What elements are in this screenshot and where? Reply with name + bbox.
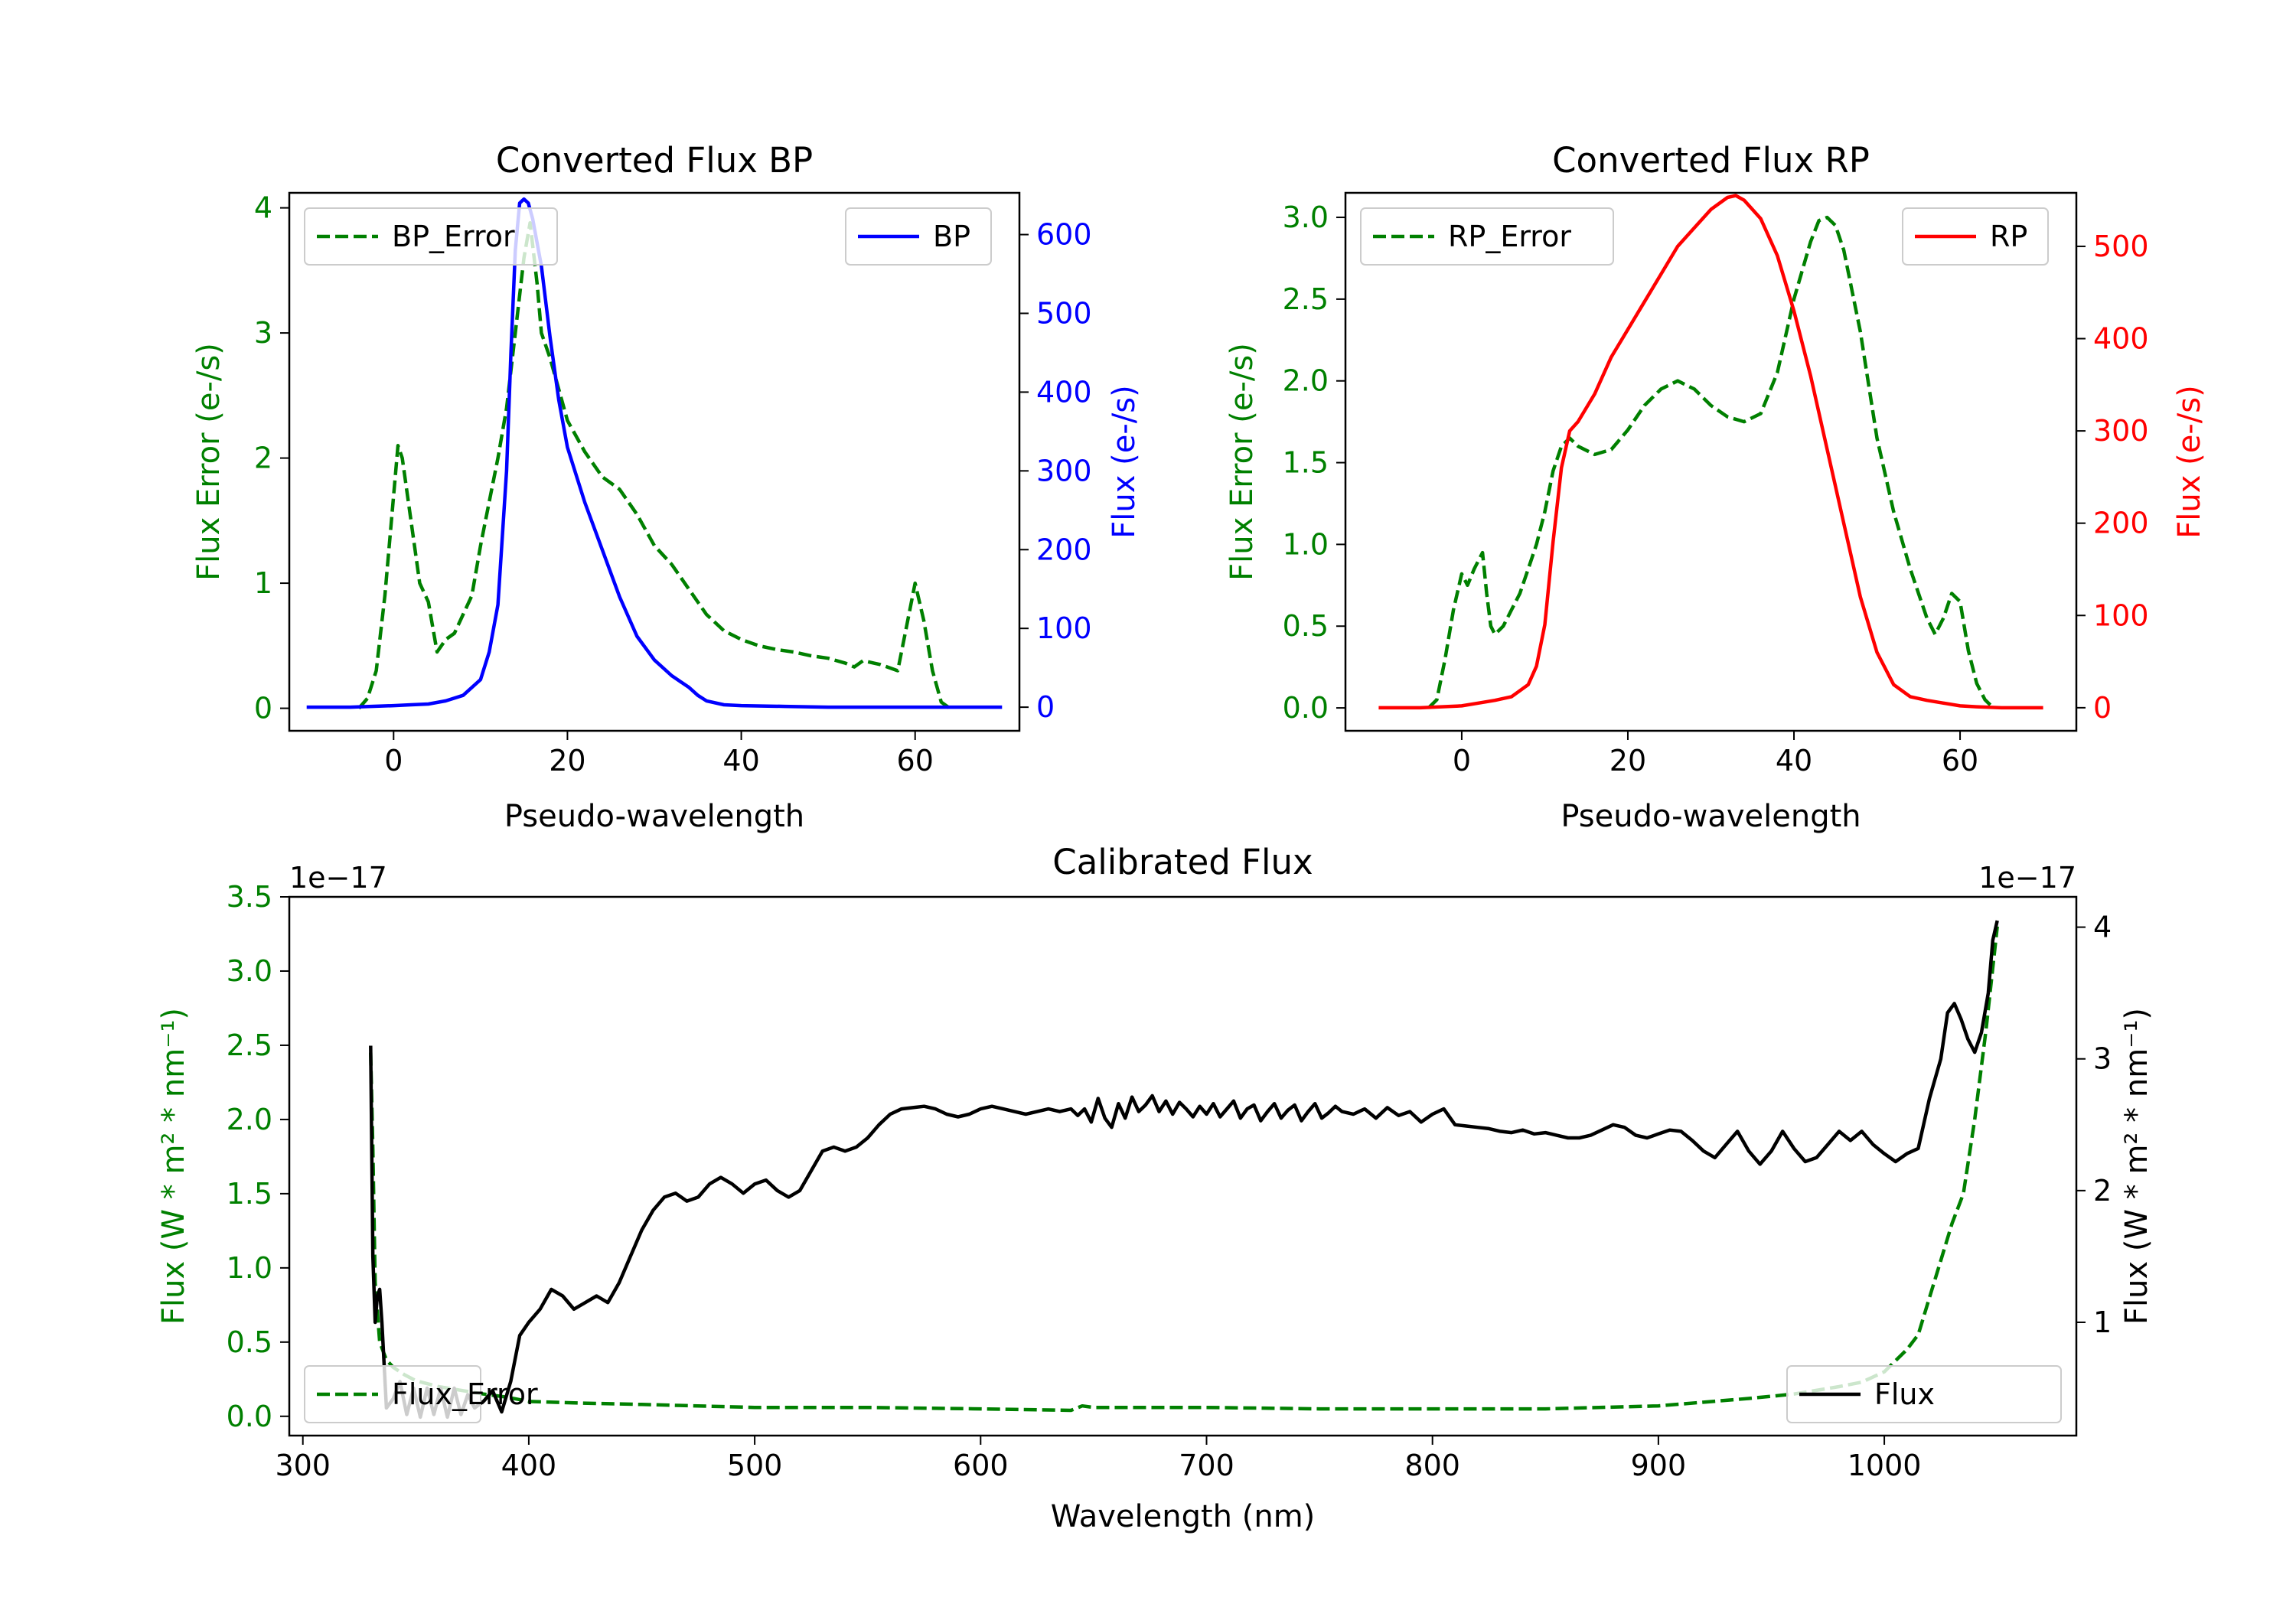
legend-label: Flux_Error [392, 1377, 538, 1411]
y-left-axis-label: Flux Error (e-/s) [191, 343, 227, 581]
y-right-tick-label: 300 [1036, 454, 1092, 487]
series-line-flux [369, 920, 1999, 1420]
x-tick-label: 60 [897, 744, 934, 777]
y-left-tick-label: 1.5 [1283, 446, 1329, 480]
series-line-rp-error [1427, 215, 1995, 709]
legend-label: Flux [1874, 1377, 1935, 1411]
x-tick-label: 0 [384, 744, 403, 777]
x-tick-label: 0 [1453, 744, 1471, 777]
legend-box [1786, 1365, 2062, 1423]
series-line-rp [1378, 194, 2043, 710]
y-right-tick-label: 400 [2093, 322, 2149, 356]
x-axis-label: Pseudo-wavelength [504, 799, 804, 834]
panel-bp: Converted Flux BP0 20 40 600123401002003004… [191, 140, 1142, 834]
legend-box [304, 1365, 481, 1423]
y-left-tick-label: 3 [254, 316, 272, 350]
y-left-tick-label: 1.0 [227, 1251, 272, 1285]
x-axis-label: Wavelength (nm) [1051, 1499, 1316, 1534]
legend-box [1360, 207, 1614, 266]
y-left-tick-label: 2.5 [227, 1028, 272, 1062]
legend-rp-error: RP_Error [1360, 207, 1614, 266]
x-tick-label: 300 [275, 1449, 331, 1482]
plot-frame [288, 191, 1021, 732]
legend-box [304, 207, 558, 266]
series-line-bp [306, 197, 1003, 709]
y-left-tick-label: 0.0 [227, 1400, 272, 1433]
y-left-tick-label: 3.0 [227, 954, 272, 988]
y-left-tick-label: 2.0 [1283, 364, 1329, 398]
y-right-tick-label: 200 [1036, 533, 1092, 566]
x-tick-label: 20 [1609, 744, 1646, 777]
y-left-tick-label: 1.0 [1283, 527, 1329, 561]
y-right-tick-label: 4 [2093, 911, 2112, 944]
legend-flux-error: Flux_Error [304, 1365, 538, 1423]
x-tick-label: 400 [501, 1449, 557, 1482]
series-line-flux-error [369, 926, 1999, 1413]
chart-title: Calibrated Flux [1052, 842, 1313, 882]
legend-label: RP_Error [1448, 220, 1571, 253]
x-tick-label: 20 [549, 744, 585, 777]
y-left-axis-label: Flux (W * m² * nm⁻¹) [156, 1008, 191, 1325]
y-right-tick-label: 100 [1036, 611, 1092, 645]
series-group [1378, 194, 2043, 710]
y-left-tick-label: 1 [254, 566, 272, 600]
x-tick-label: 800 [1404, 1449, 1460, 1482]
y-right-tick-label: 400 [1036, 375, 1092, 409]
chart-title: Converted Flux BP [496, 140, 813, 181]
y-left-tick-label: 2 [254, 442, 272, 475]
y-left-axis-label: Flux Error (e-/s) [1225, 343, 1260, 581]
y-right-tick-label: 1 [2093, 1305, 2112, 1339]
y-left-tick-label: 1.5 [227, 1177, 272, 1211]
y-left-offset-label: 1e−17 [289, 861, 387, 895]
legend-label: BP [933, 220, 970, 253]
panel-calibrated: Calibrated Flux 300 400 500 600 700 800 900 1000… [156, 842, 2154, 1534]
x-tick-label: 700 [1179, 1449, 1234, 1482]
legend-flux: Flux [1786, 1365, 2062, 1423]
y-left-tick-label: 0.5 [1283, 609, 1329, 643]
series-line-bp-error [357, 220, 951, 710]
x-tick-label: 60 [1942, 744, 1978, 777]
y-right-offset-label: 1e−17 [1978, 861, 2076, 895]
x-tick-label: 40 [722, 744, 759, 777]
y-left-tick-label: 2.5 [1283, 282, 1329, 316]
y-right-tick-label: 3 [2093, 1042, 2112, 1076]
y-left-tick-label: 3.5 [227, 880, 272, 914]
y-left-tick-label: 2.0 [227, 1103, 272, 1136]
y-right-tick-label: 500 [2093, 230, 2149, 263]
y-right-axis-label: Flux (e-/s) [2172, 385, 2207, 538]
y-left-tick-label: 4 [254, 191, 272, 225]
x-tick-label: 500 [727, 1449, 783, 1482]
y-right-tick-label: 600 [1036, 218, 1092, 252]
chart-title: Converted Flux RP [1552, 140, 1870, 181]
y-left-tick-label: 0.0 [1283, 691, 1329, 725]
y-right-tick-label: 100 [2093, 598, 2149, 632]
series-group [306, 197, 1003, 710]
y-right-tick-label: 300 [2093, 414, 2149, 448]
y-right-axis-label: Flux (W * m² * nm⁻¹) [2119, 1008, 2154, 1325]
y-left-tick-label: 0.5 [227, 1325, 272, 1359]
legend-label: BP_Error [392, 220, 515, 253]
x-tick-label: 600 [953, 1449, 1009, 1482]
y-right-axis-label: Flux (e-/s) [1107, 385, 1142, 538]
legend-bp: BP [845, 207, 992, 266]
series-group [369, 920, 1999, 1420]
y-left-tick-label: 3.0 [1283, 200, 1329, 234]
panel-rp: Converted Flux RP 0 20 40 60 0.0 0.5 1.0 1.5 2.0 2… [1225, 140, 2207, 834]
x-tick-label: 900 [1631, 1449, 1687, 1482]
legend-bp-error: BP_Error [304, 207, 558, 266]
y-right-tick-label: 0 [1036, 690, 1055, 724]
y-right-tick-label: 2 [2093, 1174, 2112, 1208]
x-tick-label: 1000 [1848, 1449, 1922, 1482]
y-right-tick-label: 500 [1036, 296, 1092, 330]
legend-label: RP [1990, 220, 2027, 253]
y-right-tick-label: 0 [2093, 691, 2112, 725]
x-axis-label: Pseudo-wavelength [1561, 799, 1861, 834]
plot-frame [288, 895, 2078, 1437]
y-left-tick-label: 0 [254, 692, 272, 725]
y-right-tick-label: 200 [2093, 507, 2149, 540]
x-tick-label: 40 [1776, 744, 1812, 777]
legend-rp: RP [1902, 207, 2049, 266]
plot-frame [1344, 191, 2078, 732]
